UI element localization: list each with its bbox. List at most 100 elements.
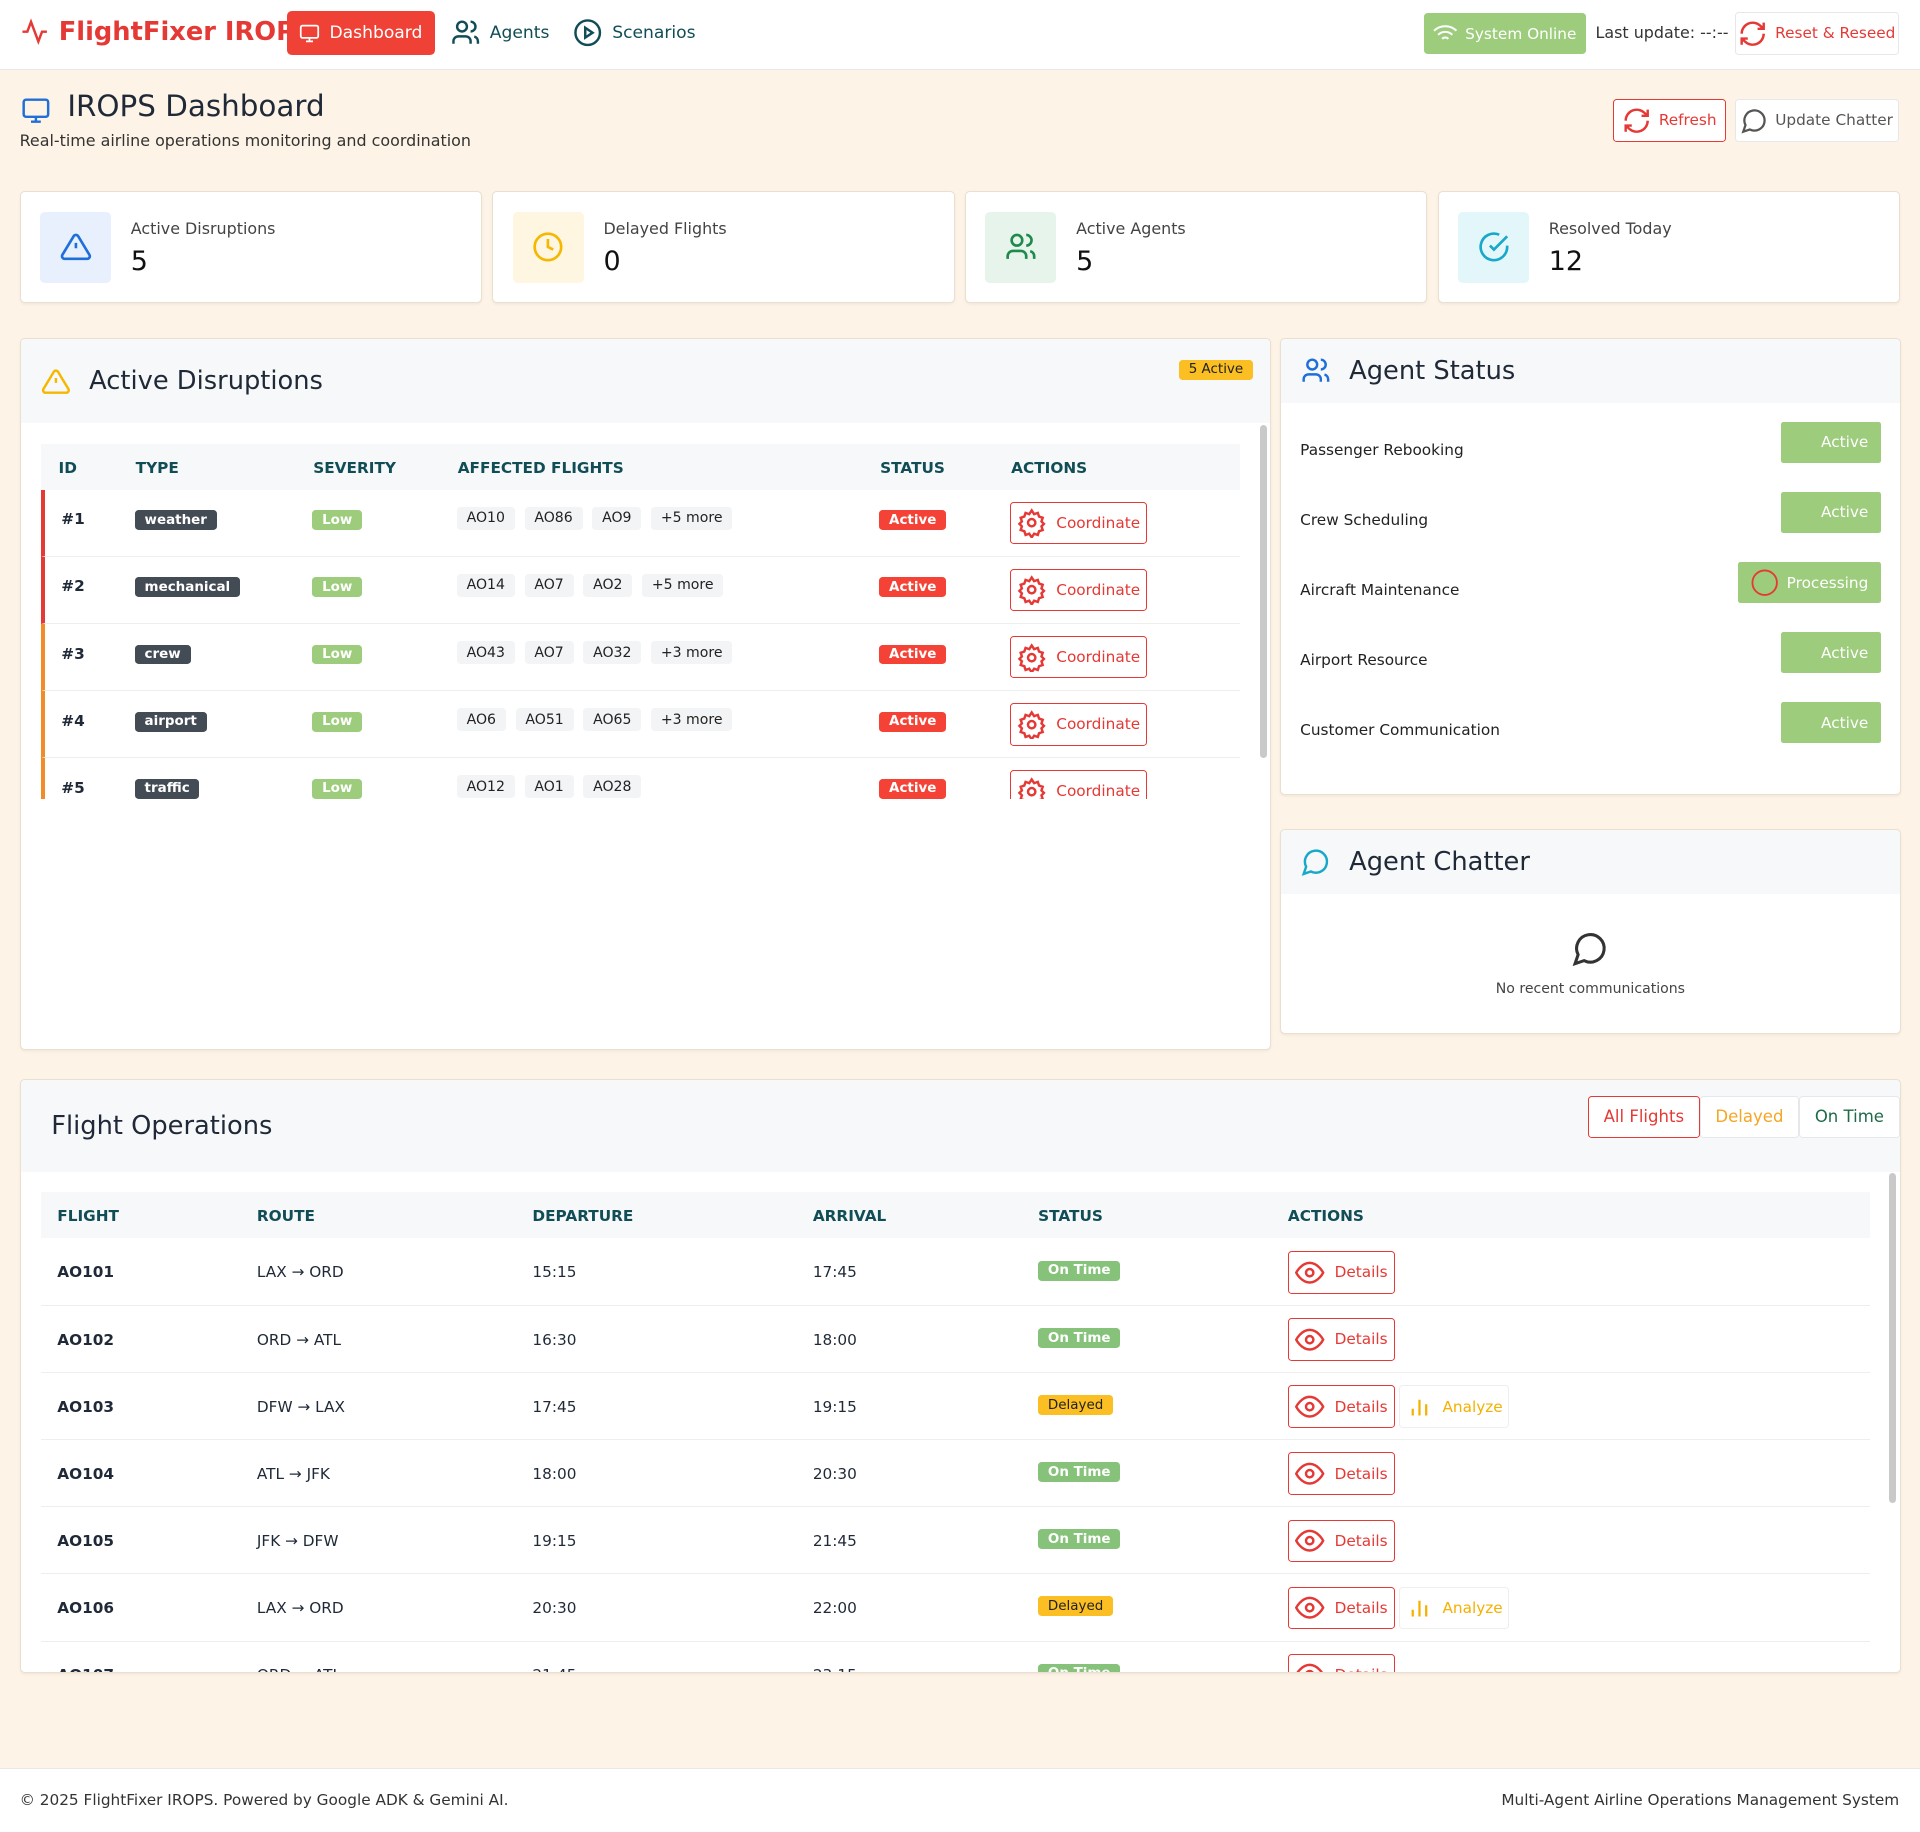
button-label: Details [1334,1598,1388,1617]
coordinate-button[interactable]: Coordinate [1010,501,1147,545]
coordinate-button[interactable]: Coordinate [1010,635,1147,679]
icon [1295,1529,1325,1552]
update-chatter-button[interactable]: Update Chatter [1735,99,1899,142]
flight-arrival: 19:15 [812,1397,857,1416]
refresh-button[interactable]: Refresh [1612,99,1727,142]
flight-arrival: 23:15 [813,1666,857,1672]
flight-route: ORD → ATL [257,1666,341,1672]
flight-route: JFK → DFW [256,1531,339,1550]
icon [1017,709,1046,739]
agent-name: Crew Scheduling [1300,510,1429,529]
details-button[interactable]: Details [1287,1653,1396,1673]
status-badge: Active [879,644,947,665]
flight-status-badge: On Time [1038,1663,1121,1673]
nav-agents[interactable]: Agents [438,11,561,55]
disruption-row: #4 airport Low AO6 AO51 AO65 +3 more Active Coor… [41,690,1241,758]
disruption-id: #2 [61,577,85,596]
icon [1295,1328,1325,1351]
flight-flight: AO101 [57,1263,115,1282]
column-header: ACTIONS [1011,458,1088,477]
analyze-button[interactable]: Analyze [1399,1385,1510,1428]
stat-label: Active Disruptions [130,218,276,238]
column-header: SEVERITY [313,458,396,477]
disruption-row: #5 traffic Low AO12 AO1 AO28 Active Coordinate [41,757,1240,800]
agent-status-badge: Active [1781,422,1881,463]
column-header: AFFECTED FLIGHTS [457,458,624,477]
button-label: Coordinate [1056,715,1141,734]
flight-chip: AO28 [583,775,642,799]
disruption-id: #4 [61,711,85,730]
details-button[interactable]: Details [1287,1586,1396,1630]
footer-right: Multi-Agent Airline Operations Managemen… [1501,1791,1900,1810]
icon [1624,108,1650,133]
top-nav: FlightFixer IROPS Dashboard Agents Scena… [0,0,1920,70]
flight-arrival: 21:45 [812,1531,857,1550]
flight-row: AO107 ORD → ATL 21:45 23:15 On Time Details [41,1642,1869,1673]
agent-name: Airport Resource [1300,650,1428,669]
affected-flights: AO12 AO1 AO28 [456,775,642,799]
disruptions-panel: Active Disruptions 5 Active ID TYPE SEVERI… [19,337,1271,1051]
panel-header: Agent Chatter [1280,829,1901,894]
stat-icon [512,211,584,283]
flight-flight: AO106 [57,1598,115,1617]
stat-card: Active Agents 5 [964,191,1428,304]
flight-flight: AO104 [57,1464,115,1483]
flight-status-badge: Delayed [1038,1395,1114,1416]
agent-status-badge: Active [1781,632,1881,673]
details-button[interactable]: Details [1287,1251,1396,1294]
details-button[interactable]: Details [1287,1519,1396,1562]
filter-button[interactable]: All Flights [1587,1095,1700,1139]
footer-left: © 2025 FlightFixer IROPS. Powered by Goo… [19,1791,509,1810]
flight-arrival: 22:00 [812,1598,857,1617]
disruption-id: #5 [61,778,85,797]
filter-button[interactable]: Delayed [1699,1095,1800,1139]
flight-chip: AO7 [524,640,574,665]
icon [1479,232,1509,262]
brand[interactable]: FlightFixer IROPS [20,17,313,47]
icon [1433,25,1458,40]
coordinate-button[interactable]: Coordinate [1010,568,1147,612]
icon [1017,508,1046,538]
system-status: System Online [1424,13,1586,54]
column-header: FLIGHT [57,1207,119,1226]
flights-table: FLIGHT ROUTE DEPARTURE ARRIVAL STATUS ACTIONS… [41,1192,1870,1673]
reset-button[interactable]: Reset & Reseed [1735,12,1899,55]
icon [60,233,91,261]
brand-icon [22,18,47,46]
icon [1411,1399,1428,1416]
flight-arrival: 17:45 [812,1263,857,1282]
filter-button[interactable]: On Time [1799,1095,1900,1139]
details-button[interactable]: Details [1287,1385,1396,1428]
table-header: FLIGHT ROUTE DEPARTURE ARRIVAL STATUS ACTIONS [41,1192,1870,1238]
icon [1295,1462,1325,1485]
button-label: Update Chatter [1775,111,1893,130]
coordinate-button[interactable]: Coordinate [1010,703,1147,746]
stat-value: 5 [1076,245,1094,277]
icon [1295,1596,1325,1619]
icon [533,232,563,262]
panel-title: Agent Status [1349,355,1516,386]
status-text: Active [1821,433,1869,452]
analyze-button[interactable]: Analyze [1399,1586,1510,1630]
flight-row: AO106 LAX → ORD 20:30 22:00 Delayed Details An… [41,1574,1870,1642]
button-label: Details [1334,1397,1388,1416]
flight-row: AO102 ORD → ATL 16:30 18:00 On Time Details [41,1306,1870,1374]
flight-departure: 19:15 [532,1531,577,1550]
coordinate-button[interactable]: Coordinate [1010,770,1147,800]
nav-dashboard[interactable]: Dashboard [286,11,435,56]
active-count-badge: 5 Active [1178,359,1253,380]
flight-chip: AO6 [456,708,506,732]
page-title: IROPS Dashboard [67,89,325,124]
details-button[interactable]: Details [1287,1452,1396,1495]
affected-flights: AO43 AO7 AO32 +3 more [456,640,733,665]
button-label: Coordinate [1056,782,1141,800]
icon [1006,233,1036,260]
disruption-row: #1 weather Low AO10 AO86 AO9 +5 more Active Coor… [41,489,1241,557]
column-header: ROUTE [256,1207,315,1226]
button-label: Details [1334,1531,1388,1550]
flight-route: LAX → ORD [256,1263,344,1282]
nav-scenarios[interactable]: Scenarios [561,11,708,55]
details-button[interactable]: Details [1287,1318,1396,1361]
panel-title: Flight Operations [51,1110,273,1141]
